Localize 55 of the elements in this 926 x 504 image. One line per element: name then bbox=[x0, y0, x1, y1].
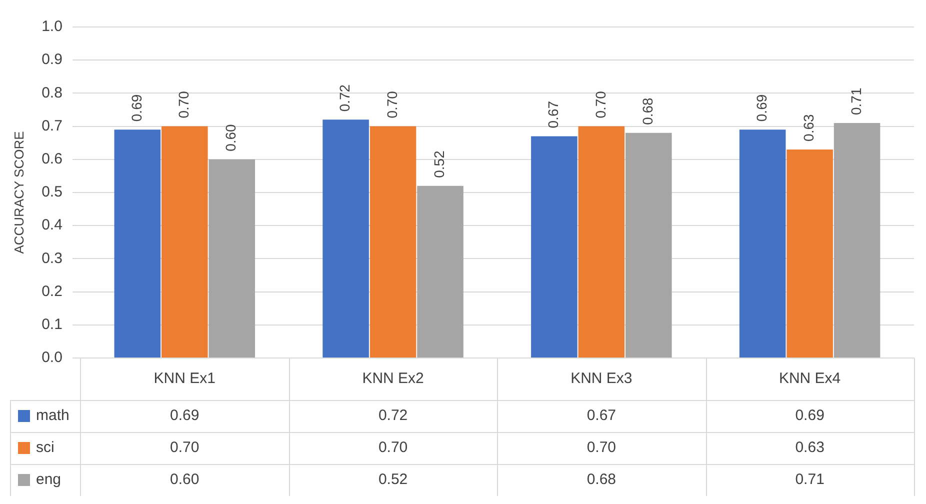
y-tick-label: 0.2 bbox=[42, 282, 62, 300]
y-tick-label: 0.8 bbox=[42, 84, 62, 102]
data-label: 0.69 bbox=[170, 407, 200, 424]
bar bbox=[114, 130, 161, 358]
text: 0.70 bbox=[592, 91, 608, 118]
text: 0.70 bbox=[384, 91, 400, 118]
x-tick-label: KNN Ex1 bbox=[154, 370, 216, 388]
y-tick-label: 0.9 bbox=[42, 51, 62, 68]
bar bbox=[370, 126, 416, 358]
bar bbox=[578, 126, 625, 358]
data-label: 0.63 bbox=[795, 439, 824, 456]
y-axis-title: ACCURACY SCORE bbox=[11, 130, 26, 254]
text: 0.70 bbox=[176, 91, 192, 118]
y-tick-label: 0.6 bbox=[42, 150, 62, 168]
text: 0.63 bbox=[800, 114, 817, 142]
legend-label: eng bbox=[36, 471, 62, 488]
y-tick-label: 1.0 bbox=[42, 18, 62, 36]
text: 0.72 bbox=[336, 84, 353, 112]
data-label: 0.67 bbox=[586, 407, 616, 424]
y-tick-label: 0.7 bbox=[42, 117, 62, 134]
bar bbox=[531, 136, 578, 358]
text: 0.68 bbox=[640, 98, 656, 125]
legend-label: math bbox=[36, 407, 70, 424]
data-label: 0.70 bbox=[170, 439, 200, 456]
text: 0.67 bbox=[545, 100, 562, 128]
bar bbox=[786, 149, 833, 358]
y-tick-label: 0.1 bbox=[42, 316, 62, 334]
text: 0.69 bbox=[128, 94, 144, 122]
bar bbox=[834, 122, 880, 358]
data-label: 0.68 bbox=[586, 471, 616, 488]
text: 0.60 bbox=[222, 124, 239, 152]
bar bbox=[417, 186, 464, 358]
x-tick-label: KNN Ex2 bbox=[362, 370, 424, 388]
legend-label: sci bbox=[36, 439, 54, 456]
x-tick-label: KNN Ex4 bbox=[778, 370, 841, 388]
text: 0.71 bbox=[848, 88, 864, 115]
data-label: 0.70 bbox=[378, 439, 408, 456]
x-tick-label: KNN Ex3 bbox=[570, 370, 632, 388]
data-label: 0.52 bbox=[378, 471, 408, 488]
y-tick-label: 0.0 bbox=[42, 349, 62, 366]
text: 0.52 bbox=[431, 150, 448, 178]
y-tick-label: 0.3 bbox=[42, 250, 62, 267]
bar bbox=[322, 120, 369, 358]
bar bbox=[162, 126, 208, 358]
bar bbox=[626, 132, 672, 358]
data-label: 0.69 bbox=[795, 407, 824, 424]
data-label: 0.60 bbox=[170, 471, 200, 488]
data-label: 0.72 bbox=[378, 407, 408, 424]
y-tick-label: 0.5 bbox=[42, 184, 62, 201]
bar bbox=[208, 159, 256, 358]
data-label: 0.70 bbox=[586, 439, 616, 456]
text: 0.69 bbox=[753, 94, 770, 122]
y-tick-label: 0.4 bbox=[42, 216, 62, 234]
data-label: 0.71 bbox=[795, 471, 824, 488]
bar bbox=[739, 130, 786, 358]
